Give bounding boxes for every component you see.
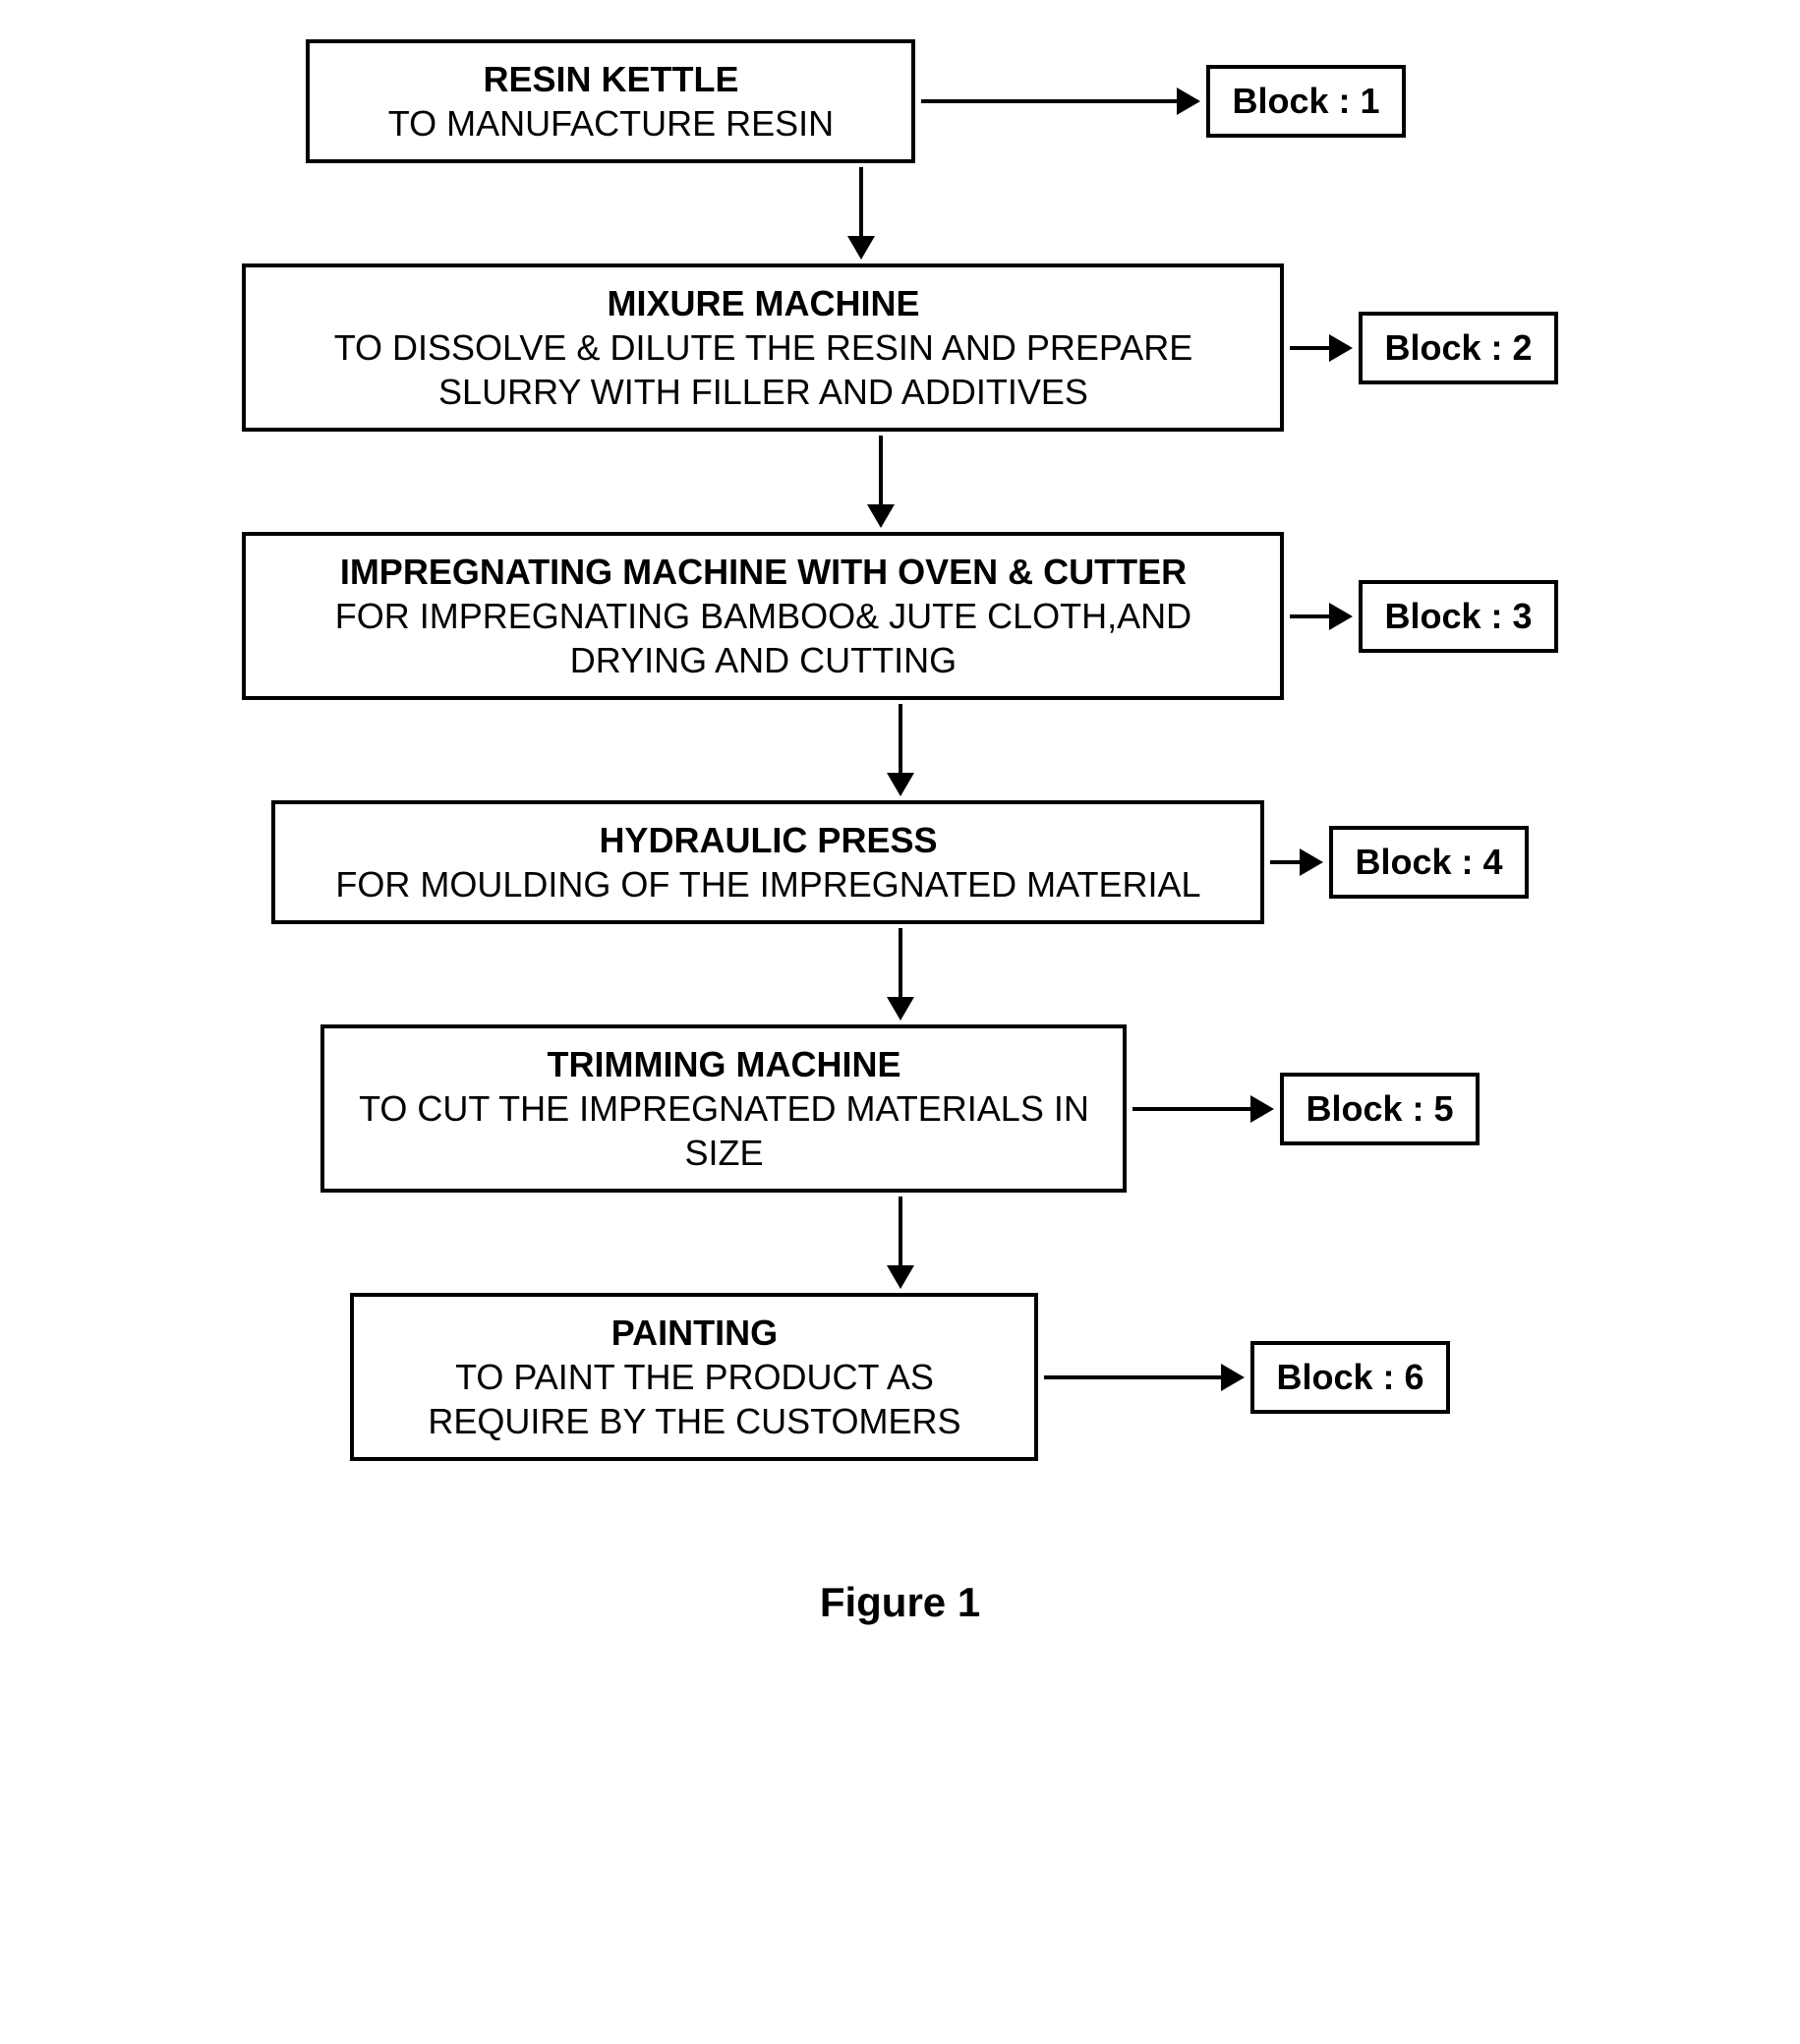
- block-label-3: Block : 3: [1359, 580, 1557, 653]
- arrow-down-icon: [887, 928, 914, 1021]
- node-title: MIXURE MACHINE: [273, 281, 1252, 325]
- arrow-down-icon: [887, 1197, 914, 1289]
- node-title: TRIMMING MACHINE: [352, 1042, 1095, 1086]
- node-desc: TO PAINT THE PRODUCT AS REQUIRE BY THE C…: [381, 1355, 1007, 1443]
- arrow-down-icon: [847, 167, 875, 260]
- arrow-right-icon: [1044, 1364, 1245, 1391]
- node-title: IMPREGNATING MACHINE WITH OVEN & CUTTER: [273, 550, 1252, 594]
- node-title: PAINTING: [381, 1311, 1007, 1355]
- node-resin-kettle: RESIN KETTLE TO MANUFACTURE RESIN: [306, 39, 915, 163]
- arrow-right-icon: [1132, 1095, 1274, 1123]
- flow-row-1: RESIN KETTLE TO MANUFACTURE RESIN Block …: [114, 39, 1687, 163]
- block-label-4: Block : 4: [1329, 826, 1528, 899]
- node-desc: TO CUT THE IMPREGNATED MATERIALS IN SIZE: [352, 1086, 1095, 1175]
- node-title: HYDRAULIC PRESS: [303, 818, 1233, 862]
- arrow-right-icon: [921, 88, 1200, 115]
- node-desc: TO MANUFACTURE RESIN: [337, 101, 884, 146]
- node-desc: FOR IMPREGNATING BAMBOO& JUTE CLOTH,AND …: [273, 594, 1252, 682]
- node-title: RESIN KETTLE: [337, 57, 884, 101]
- flow-row-6: PAINTING TO PAINT THE PRODUCT AS REQUIRE…: [114, 1293, 1687, 1461]
- flow-row-4: HYDRAULIC PRESS FOR MOULDING OF THE IMPR…: [114, 800, 1687, 924]
- node-mixure-machine: MIXURE MACHINE TO DISSOLVE & DILUTE THE …: [242, 263, 1284, 432]
- block-label-1: Block : 1: [1206, 65, 1405, 138]
- arrow-down-icon: [867, 436, 895, 528]
- arrow-down-icon: [887, 704, 914, 796]
- node-impregnating-machine: IMPREGNATING MACHINE WITH OVEN & CUTTER …: [242, 532, 1284, 700]
- node-desc: FOR MOULDING OF THE IMPREGNATED MATERIAL: [303, 862, 1233, 906]
- arrow-right-icon: [1290, 334, 1353, 362]
- flow-row-2: MIXURE MACHINE TO DISSOLVE & DILUTE THE …: [114, 263, 1687, 432]
- flowchart: RESIN KETTLE TO MANUFACTURE RESIN Block …: [114, 39, 1687, 1626]
- node-painting: PAINTING TO PAINT THE PRODUCT AS REQUIRE…: [350, 1293, 1038, 1461]
- figure-caption: Figure 1: [820, 1579, 980, 1626]
- flow-row-3: IMPREGNATING MACHINE WITH OVEN & CUTTER …: [114, 532, 1687, 700]
- node-trimming-machine: TRIMMING MACHINE TO CUT THE IMPREGNATED …: [320, 1024, 1127, 1193]
- arrow-right-icon: [1290, 603, 1353, 630]
- flow-row-5: TRIMMING MACHINE TO CUT THE IMPREGNATED …: [114, 1024, 1687, 1193]
- node-hydraulic-press: HYDRAULIC PRESS FOR MOULDING OF THE IMPR…: [271, 800, 1264, 924]
- arrow-right-icon: [1270, 848, 1323, 876]
- block-label-6: Block : 6: [1250, 1341, 1449, 1414]
- block-label-2: Block : 2: [1359, 312, 1557, 384]
- block-label-5: Block : 5: [1280, 1073, 1479, 1145]
- node-desc: TO DISSOLVE & DILUTE THE RESIN AND PREPA…: [273, 325, 1252, 414]
